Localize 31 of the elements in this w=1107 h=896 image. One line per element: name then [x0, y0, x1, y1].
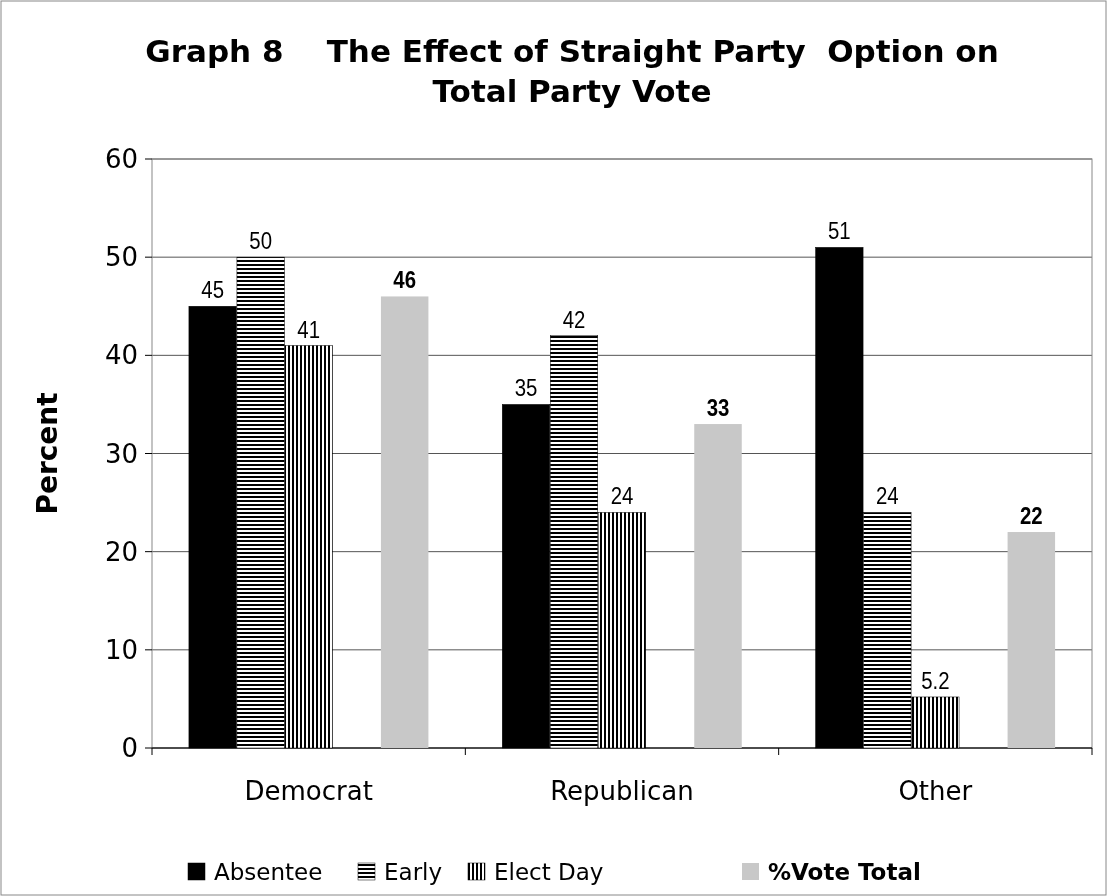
y-tick-label: 40 [104, 340, 138, 371]
data-label: 42 [562, 306, 586, 334]
data-label: 35 [514, 374, 538, 402]
data-label: 24 [610, 482, 634, 510]
bar [380, 296, 429, 748]
y-tick-label: 10 [104, 634, 138, 665]
bar [1007, 532, 1056, 748]
data-label: 33 [706, 394, 730, 422]
x-tick-label: Other [898, 776, 973, 806]
y-axis-title: Percent [31, 392, 64, 515]
legend-label: Absentee [214, 859, 323, 885]
x-tick-label: Republican [550, 776, 694, 806]
data-label: 51 [827, 217, 851, 245]
y-tick-label: 60 [104, 144, 138, 175]
bar [694, 424, 742, 748]
data-label: 22 [1019, 502, 1043, 530]
legend-label: %Vote Total [768, 859, 921, 885]
data-label: 50 [249, 227, 273, 255]
data-label: 24 [875, 482, 899, 510]
legend-label: Elect Day [494, 859, 604, 885]
data-label: 45 [201, 276, 225, 304]
data-label: 46 [393, 266, 417, 294]
y-tick-label: 30 [104, 438, 138, 469]
data-label: 41 [297, 315, 321, 343]
legend-label: Early [384, 859, 443, 885]
y-tick-label: 20 [104, 536, 138, 567]
chart-title: Graph 8 The Effect of Straight Party Option on Total Party Vote [145, 33, 999, 109]
y-tick-label: 50 [104, 242, 138, 273]
y-tick-label: 0 [121, 733, 138, 764]
x-tick-label: Democrat [244, 776, 373, 806]
data-label: 5.2 [921, 667, 950, 695]
